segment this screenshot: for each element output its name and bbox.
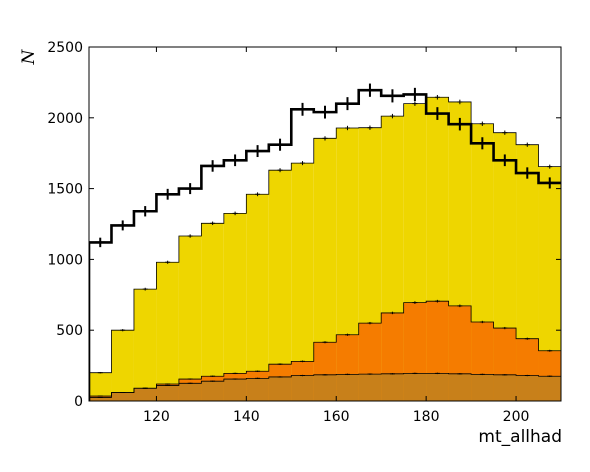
stack-bar [381,373,404,401]
data-step-line [89,88,561,401]
stack-bar [246,194,269,401]
stack-bar [178,236,202,401]
stack-outline [89,300,561,401]
x-tick-label: 180 [413,409,440,425]
y-axis-label: N [19,48,39,65]
stack-bar [358,374,382,401]
stack-bar [201,381,224,401]
y-tick-label: 1000 [47,252,83,268]
stack-bar [426,373,449,401]
stack-bar [448,373,472,401]
x-tick-label: 160 [323,409,350,425]
x-tick-label: 120 [143,409,170,425]
y-tick-label: 1500 [47,182,83,198]
stack-bar [201,223,224,401]
stack-bar [111,330,134,401]
stack-bar [223,213,247,401]
y-tick-label: 2000 [47,111,83,127]
stack-bar [178,383,202,401]
stack-bar [133,289,157,401]
stack-bar [133,388,157,401]
x-axis-label: mt_allhad [478,427,562,447]
stack-bar [538,376,561,401]
stack-bar [246,378,269,401]
y-tick-label: 2500 [47,40,83,56]
stack-bar [156,262,179,401]
stack-bar [89,397,112,401]
stack-bar [291,163,314,401]
stack-bar [268,376,292,401]
stack-bar [313,138,337,401]
plot-area [89,83,561,401]
stack-bar [111,392,134,401]
y-tick-label: 0 [74,394,83,410]
stack-bar [471,374,494,401]
x-tick-label: 140 [233,409,260,425]
histogram-bars [89,94,561,401]
stack-bar [291,375,314,401]
stack-bar [336,127,359,401]
stack-bar [516,375,539,401]
stack-bar [268,170,292,401]
stack-bar [313,374,337,401]
stack-bar [403,373,427,401]
data-histogram [89,83,561,401]
stack-bar [223,379,247,401]
stack-bar [156,385,179,401]
plot-frame [88,46,562,402]
stack-bar [538,166,561,401]
stack-bar [493,374,517,401]
x-tick-label: 200 [503,409,530,425]
y-tick-label: 500 [56,323,83,339]
stack-bar [516,144,539,401]
stack-bar [336,374,359,401]
stack-bar [89,372,112,401]
